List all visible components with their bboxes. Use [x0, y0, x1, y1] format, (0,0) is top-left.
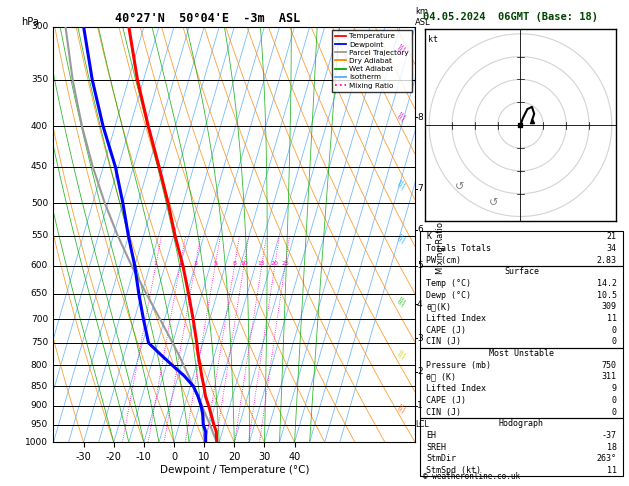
Text: 550: 550 [31, 231, 48, 241]
Text: 11: 11 [606, 466, 616, 475]
Text: Totals Totals: Totals Totals [426, 244, 491, 253]
Text: $\circlearrowleft$: $\circlearrowleft$ [452, 181, 465, 191]
Text: 0: 0 [611, 396, 616, 405]
Text: 10.5: 10.5 [597, 291, 616, 300]
Text: km
ASL: km ASL [415, 7, 431, 27]
Text: $\backslash\backslash\backslash$: $\backslash\backslash\backslash$ [394, 177, 409, 192]
Text: 800: 800 [31, 361, 48, 370]
Text: Lifted Index: Lifted Index [426, 314, 486, 323]
Text: SREH: SREH [426, 443, 446, 451]
Text: 309: 309 [601, 302, 616, 312]
Text: hPa: hPa [21, 17, 39, 27]
Text: 9: 9 [611, 384, 616, 393]
Text: kt: kt [428, 35, 438, 44]
Text: EH: EH [426, 431, 437, 440]
Text: 04.05.2024  06GMT (Base: 18): 04.05.2024 06GMT (Base: 18) [423, 12, 598, 22]
Text: Lifted Index: Lifted Index [426, 384, 486, 393]
Text: 0: 0 [611, 326, 616, 335]
Text: Hodograph: Hodograph [499, 419, 544, 428]
Text: CAPE (J): CAPE (J) [426, 326, 466, 335]
Text: 25: 25 [281, 261, 289, 266]
Text: 700: 700 [31, 314, 48, 324]
Text: $\backslash\backslash\backslash$: $\backslash\backslash\backslash$ [394, 41, 409, 56]
Legend: Temperature, Dewpoint, Parcel Trajectory, Dry Adiabat, Wet Adiabat, Isotherm, Mi: Temperature, Dewpoint, Parcel Trajectory… [332, 30, 411, 91]
Text: 3: 3 [417, 334, 423, 343]
Text: 263°: 263° [597, 454, 616, 463]
Text: 1000: 1000 [25, 438, 48, 447]
Text: 311: 311 [601, 372, 616, 382]
Text: 950: 950 [31, 420, 48, 429]
Text: 34: 34 [606, 244, 616, 253]
Text: 850: 850 [31, 382, 48, 391]
Text: 10: 10 [240, 261, 248, 266]
Text: LCL: LCL [415, 420, 429, 429]
Text: 11: 11 [606, 314, 616, 323]
Text: 300: 300 [31, 22, 48, 31]
Text: Pressure (mb): Pressure (mb) [426, 361, 491, 370]
Text: 350: 350 [31, 75, 48, 85]
Text: Most Unstable: Most Unstable [489, 349, 554, 358]
Text: 1: 1 [417, 401, 423, 410]
Text: Surface: Surface [504, 267, 539, 276]
Text: 900: 900 [31, 401, 48, 410]
Text: 3: 3 [193, 261, 198, 266]
Text: θᴇ (K): θᴇ (K) [426, 372, 456, 382]
Text: 750: 750 [601, 361, 616, 370]
Text: StmSpd (kt): StmSpd (kt) [426, 466, 481, 475]
Text: 750: 750 [31, 338, 48, 347]
Text: 8: 8 [233, 261, 237, 266]
Text: 8: 8 [417, 113, 423, 122]
Text: CIN (J): CIN (J) [426, 337, 461, 347]
Text: 4: 4 [417, 299, 423, 309]
Text: $\backslash\backslash\backslash$: $\backslash\backslash\backslash$ [394, 294, 409, 309]
Text: θᴇ(K): θᴇ(K) [426, 302, 451, 312]
Text: -37: -37 [601, 431, 616, 440]
Text: 400: 400 [31, 122, 48, 131]
Text: 20: 20 [271, 261, 279, 266]
Text: © weatheronline.co.uk: © weatheronline.co.uk [423, 472, 520, 481]
Text: 450: 450 [31, 162, 48, 171]
Text: CAPE (J): CAPE (J) [426, 396, 466, 405]
Text: $\backslash\backslash\backslash$: $\backslash\backslash\backslash$ [394, 109, 409, 124]
Text: 2: 2 [417, 367, 423, 376]
Text: 14.2: 14.2 [597, 279, 616, 288]
Text: 1: 1 [153, 261, 158, 266]
Text: StmDir: StmDir [426, 454, 456, 463]
Text: 0: 0 [611, 407, 616, 417]
Text: 6: 6 [417, 225, 423, 234]
Text: 5: 5 [417, 261, 423, 270]
Text: 0: 0 [611, 337, 616, 347]
Text: CIN (J): CIN (J) [426, 407, 461, 417]
Text: 600: 600 [31, 261, 48, 270]
Text: Mixing Ratio (g/kg): Mixing Ratio (g/kg) [436, 195, 445, 274]
Text: $\backslash\backslash\backslash$: $\backslash\backslash\backslash$ [394, 401, 409, 416]
Text: 2: 2 [178, 261, 182, 266]
Text: 2.83: 2.83 [597, 256, 616, 264]
Text: 7: 7 [417, 185, 423, 193]
Text: Dewp (°C): Dewp (°C) [426, 291, 471, 300]
Text: K: K [426, 232, 431, 241]
Text: 650: 650 [31, 289, 48, 298]
Text: $\backslash\backslash\backslash$: $\backslash\backslash\backslash$ [394, 347, 409, 362]
Text: 40°27'N  50°04'E  -3m  ASL: 40°27'N 50°04'E -3m ASL [115, 12, 300, 25]
Text: $\backslash\backslash\backslash$: $\backslash\backslash\backslash$ [394, 231, 409, 245]
Text: Temp (°C): Temp (°C) [426, 279, 471, 288]
Text: 21: 21 [606, 232, 616, 241]
X-axis label: Dewpoint / Temperature (°C): Dewpoint / Temperature (°C) [160, 465, 309, 475]
Text: 500: 500 [31, 199, 48, 208]
Text: PW (cm): PW (cm) [426, 256, 461, 264]
Text: $\circlearrowleft$: $\circlearrowleft$ [486, 197, 499, 207]
Text: 5: 5 [213, 261, 217, 266]
Text: 18: 18 [606, 443, 616, 451]
Text: 15: 15 [258, 261, 265, 266]
